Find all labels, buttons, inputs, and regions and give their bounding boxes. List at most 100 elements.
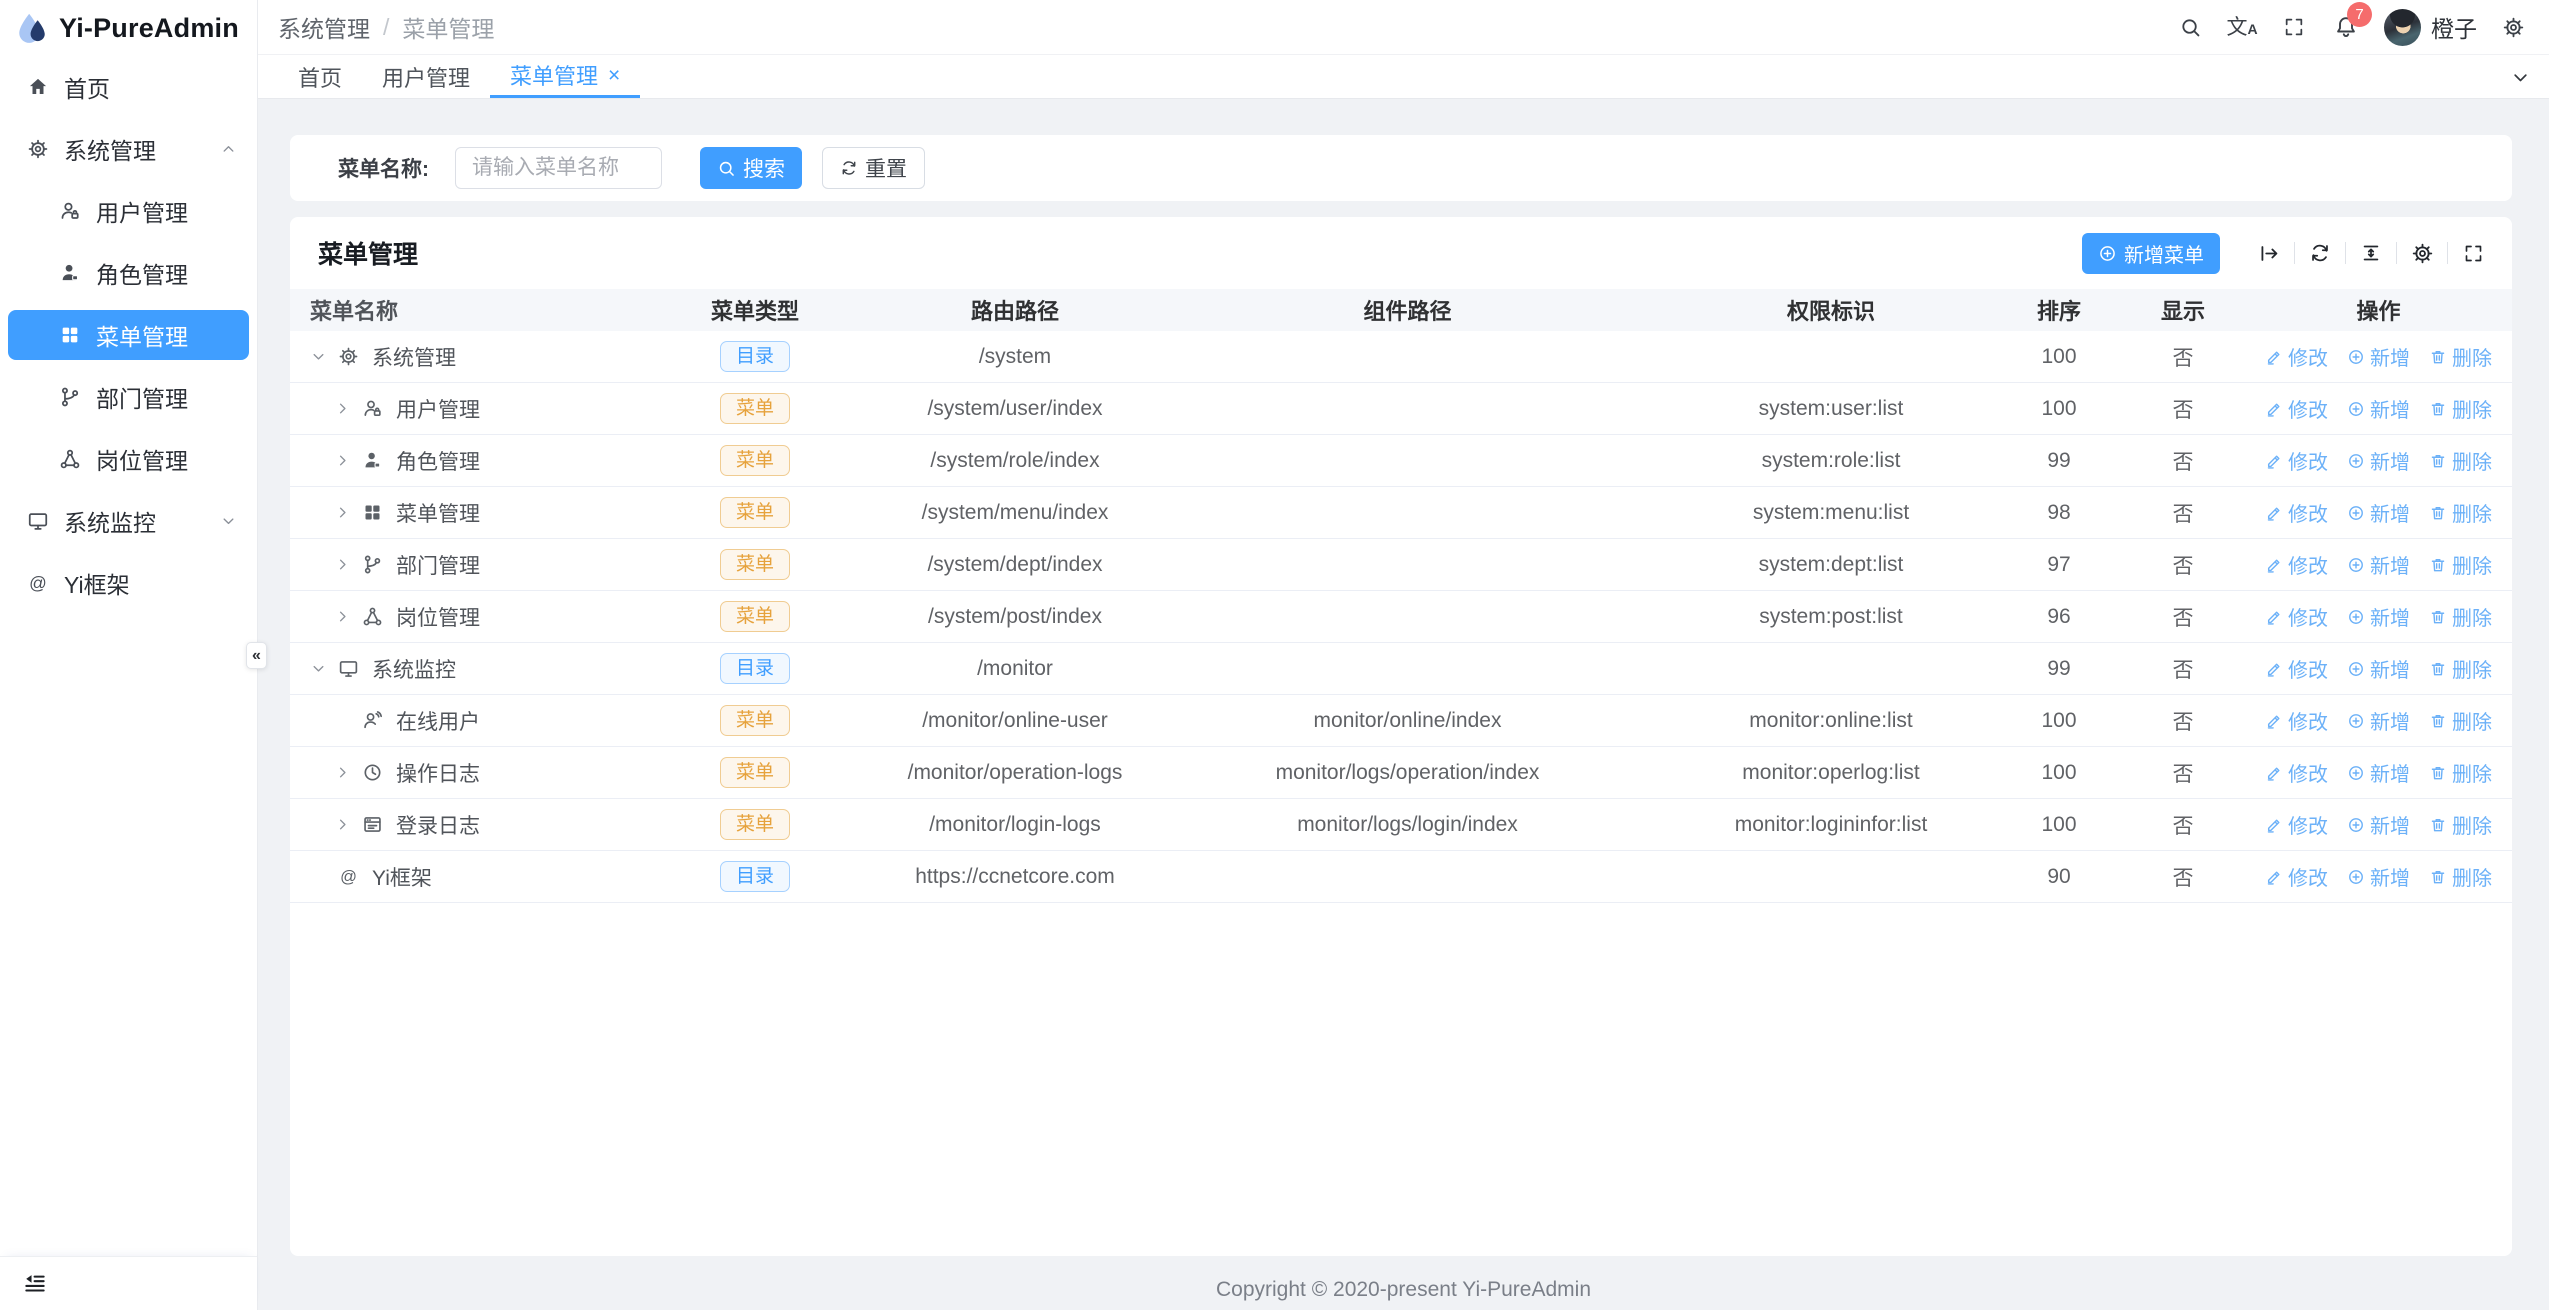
monitor-icon bbox=[339, 661, 358, 677]
row-expander-chevron-right-icon[interactable] bbox=[334, 556, 362, 573]
edit-button[interactable]: 修改 bbox=[2265, 810, 2328, 839]
delete-button[interactable]: 删除 bbox=[2429, 706, 2492, 735]
edit-button[interactable]: 修改 bbox=[2265, 550, 2328, 579]
table-fullscreen-icon[interactable] bbox=[2448, 235, 2498, 271]
copyright-text: Copyright © 2020-present Yi-PureAdmin bbox=[1216, 1278, 1591, 1301]
edit-button[interactable]: 修改 bbox=[2265, 862, 2328, 891]
row-expander-chevron-right-icon[interactable] bbox=[334, 764, 362, 781]
edit-button[interactable]: 修改 bbox=[2265, 758, 2328, 787]
add-button[interactable]: 新增 bbox=[2347, 758, 2410, 787]
edit-button[interactable]: 修改 bbox=[2265, 342, 2328, 371]
chevron-down-icon bbox=[313, 353, 324, 360]
delete-button[interactable]: 删除 bbox=[2429, 394, 2492, 423]
settings-gear-icon[interactable] bbox=[2487, 6, 2539, 48]
menu-name-input[interactable] bbox=[455, 147, 662, 189]
route-path-cell: /system/post/index bbox=[928, 604, 1102, 628]
export-icon[interactable] bbox=[2244, 235, 2294, 271]
delete-button[interactable]: 删除 bbox=[2429, 550, 2492, 579]
fullscreen-icon[interactable] bbox=[2268, 6, 2320, 48]
add-button[interactable]: 新增 bbox=[2347, 654, 2410, 683]
tab-close-icon[interactable]: × bbox=[608, 63, 621, 87]
delete-button[interactable]: 删除 bbox=[2429, 498, 2492, 527]
refresh-icon[interactable] bbox=[2295, 235, 2345, 271]
add-button[interactable]: 新增 bbox=[2347, 394, 2410, 423]
add-button[interactable]: 新增 bbox=[2347, 706, 2410, 735]
row-density-icon[interactable] bbox=[2346, 235, 2396, 271]
column-settings-gear-icon[interactable] bbox=[2397, 235, 2447, 271]
refresh-icon bbox=[842, 161, 856, 175]
add-button[interactable]: 新增 bbox=[2347, 810, 2410, 839]
row-expander-chevron-right-icon[interactable] bbox=[334, 400, 362, 417]
sidebar-item-system-mgmt[interactable]: 系统管理 bbox=[0, 118, 257, 180]
menu-type-cell: 菜单 bbox=[630, 601, 880, 632]
delete-button[interactable]: 删除 bbox=[2429, 758, 2492, 787]
plus-circle-icon bbox=[2349, 505, 2363, 520]
row-expander-chevron-right-icon[interactable] bbox=[334, 608, 362, 625]
tab-menu-mgmt[interactable]: 菜单管理 × bbox=[490, 55, 641, 98]
plus-circle-icon bbox=[2100, 245, 2115, 261]
tab-user-mgmt[interactable]: 用户管理 bbox=[362, 55, 490, 98]
delete-button[interactable]: 删除 bbox=[2429, 654, 2492, 683]
user-name[interactable]: 橙子 bbox=[2431, 16, 2477, 42]
delete-button[interactable]: 删除 bbox=[2429, 810, 2492, 839]
search-icon[interactable] bbox=[2164, 6, 2216, 48]
avatar[interactable] bbox=[2384, 8, 2421, 46]
menu-name-cell: 角色管理 bbox=[290, 446, 630, 476]
sidebar-item-user-mgmt[interactable]: 用户管理 bbox=[0, 180, 257, 242]
sidebar-item-label: 菜单管理 bbox=[96, 324, 188, 350]
delete-button[interactable]: 删除 bbox=[2429, 602, 2492, 631]
row-expander-chevron-right-icon[interactable] bbox=[334, 452, 362, 469]
menu-name-cell: 系统监控 bbox=[290, 654, 630, 684]
at-icon: @ bbox=[340, 867, 357, 886]
add-button[interactable]: 新增 bbox=[2347, 550, 2410, 579]
sidebar-item-post-mgmt[interactable]: 岗位管理 bbox=[0, 428, 257, 490]
tab-home[interactable]: 首页 bbox=[278, 55, 362, 98]
menu-type-cell: 目录 bbox=[630, 653, 880, 684]
delete-button[interactable]: 删除 bbox=[2429, 446, 2492, 475]
edit-icon bbox=[2267, 455, 2280, 469]
sidebar-item-role-mgmt[interactable]: 角色管理 bbox=[0, 242, 257, 304]
add-button[interactable]: 新增 bbox=[2347, 446, 2410, 475]
edit-button[interactable]: 修改 bbox=[2265, 446, 2328, 475]
add-button[interactable]: 新增 bbox=[2347, 498, 2410, 527]
breadcrumb-item[interactable]: 系统管理 bbox=[278, 16, 370, 42]
row-expander-chevron-right-icon[interactable] bbox=[334, 504, 362, 521]
component-path-cell: monitor/logs/operation/index bbox=[1275, 760, 1540, 784]
edit-button[interactable]: 修改 bbox=[2265, 498, 2328, 527]
row-expander-chevron-down-icon[interactable] bbox=[310, 348, 338, 365]
post-icon bbox=[60, 449, 80, 469]
tab-label: 菜单管理 bbox=[510, 64, 599, 89]
collapse-sidebar-icon[interactable] bbox=[22, 1271, 48, 1297]
sidebar-item-home[interactable]: 首页 bbox=[0, 56, 257, 118]
card-header: 菜单管理 新增菜单 bbox=[290, 217, 2512, 289]
delete-button[interactable]: 删除 bbox=[2429, 342, 2492, 371]
edit-button[interactable]: 修改 bbox=[2265, 654, 2328, 683]
sidebar-item-dept-mgmt[interactable]: 部门管理 bbox=[0, 366, 257, 428]
row-expander-chevron-down-icon[interactable] bbox=[310, 660, 338, 677]
row-expander-chevron-right-icon[interactable] bbox=[334, 816, 362, 833]
add-menu-button[interactable]: 新增菜单 bbox=[2082, 232, 2220, 274]
column-header: 路由路径 bbox=[970, 299, 1059, 324]
sidebar-item-menu-mgmt[interactable]: 菜单管理 bbox=[8, 310, 249, 360]
chevron-right-icon bbox=[339, 403, 346, 414]
add-button[interactable]: 新增 bbox=[2347, 602, 2410, 631]
visible-cell: 否 bbox=[2172, 658, 2194, 682]
sidebar-collapse-handle[interactable]: « bbox=[246, 642, 267, 669]
sidebar-item-yi-framework[interactable]: @ Yi框架 bbox=[0, 552, 257, 614]
edit-button[interactable]: 修改 bbox=[2265, 706, 2328, 735]
notification-bell-icon[interactable]: 7 bbox=[2320, 2, 2372, 48]
search-button[interactable]: 搜索 bbox=[700, 147, 802, 189]
table-row: 岗位管理 菜单/system/post/index system:post:list… bbox=[290, 591, 2512, 643]
tabs-dropdown-chevron-icon[interactable] bbox=[2491, 55, 2549, 99]
delete-button[interactable]: 删除 bbox=[2429, 862, 2492, 891]
sidebar-item-sys-monitor[interactable]: 系统监控 bbox=[0, 490, 257, 552]
trash-icon bbox=[2431, 350, 2445, 363]
add-button[interactable]: 新增 bbox=[2347, 862, 2410, 891]
add-button[interactable]: 新增 bbox=[2347, 342, 2410, 371]
edit-button[interactable]: 修改 bbox=[2265, 394, 2328, 423]
edit-button[interactable]: 修改 bbox=[2265, 602, 2328, 631]
translate-icon[interactable]: 文A bbox=[2226, 15, 2258, 39]
chevron-right-icon bbox=[339, 767, 346, 778]
plus-circle-icon bbox=[2098, 244, 2117, 263]
reset-button[interactable]: 重置 bbox=[822, 147, 925, 189]
